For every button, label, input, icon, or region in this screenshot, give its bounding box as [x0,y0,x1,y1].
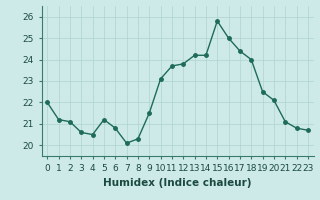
X-axis label: Humidex (Indice chaleur): Humidex (Indice chaleur) [103,178,252,188]
